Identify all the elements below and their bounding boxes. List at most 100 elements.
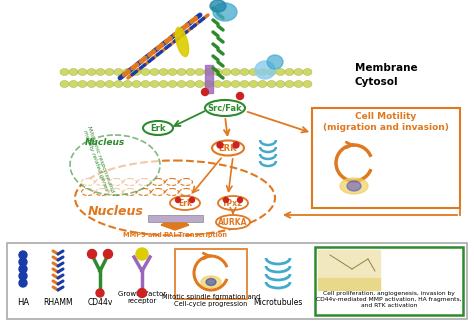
Ellipse shape bbox=[180, 188, 192, 195]
Bar bbox=[148, 215, 203, 222]
Bar bbox=[205, 65, 213, 93]
Ellipse shape bbox=[285, 69, 294, 75]
Ellipse shape bbox=[152, 188, 164, 195]
Ellipse shape bbox=[75, 160, 275, 235]
Ellipse shape bbox=[255, 61, 275, 79]
Ellipse shape bbox=[150, 80, 159, 88]
Ellipse shape bbox=[204, 80, 213, 88]
Ellipse shape bbox=[231, 69, 240, 75]
Text: Erk: Erk bbox=[178, 198, 192, 207]
Ellipse shape bbox=[258, 69, 267, 75]
Ellipse shape bbox=[213, 3, 237, 21]
Ellipse shape bbox=[285, 80, 294, 88]
Ellipse shape bbox=[168, 69, 177, 75]
Ellipse shape bbox=[177, 69, 186, 75]
Bar bbox=[318, 278, 380, 290]
Circle shape bbox=[19, 272, 27, 280]
Ellipse shape bbox=[294, 69, 303, 75]
Ellipse shape bbox=[114, 80, 123, 88]
FancyArrow shape bbox=[161, 223, 189, 230]
Text: Mitotic spindle fgrmation and
Cell-cycle progression: Mitotic spindle fgrmation and Cell-cycle… bbox=[162, 294, 260, 307]
Ellipse shape bbox=[69, 80, 78, 88]
Ellipse shape bbox=[159, 80, 168, 88]
Ellipse shape bbox=[177, 80, 186, 88]
Text: Mitogenic response and
motility related genes: Mitogenic response and motility related … bbox=[81, 125, 115, 195]
Ellipse shape bbox=[340, 178, 368, 194]
Ellipse shape bbox=[78, 80, 87, 88]
Ellipse shape bbox=[258, 80, 267, 88]
Ellipse shape bbox=[175, 27, 189, 57]
Ellipse shape bbox=[276, 80, 285, 88]
Ellipse shape bbox=[267, 55, 283, 69]
Text: RHAMM: RHAMM bbox=[43, 298, 73, 307]
Ellipse shape bbox=[216, 215, 250, 229]
Text: Cytosol: Cytosol bbox=[355, 77, 399, 87]
Ellipse shape bbox=[213, 80, 222, 88]
Ellipse shape bbox=[96, 69, 105, 75]
Ellipse shape bbox=[137, 178, 151, 185]
Circle shape bbox=[88, 250, 97, 259]
Ellipse shape bbox=[222, 80, 231, 88]
Text: Src/Fak: Src/Fak bbox=[208, 103, 242, 112]
Ellipse shape bbox=[96, 80, 105, 88]
Ellipse shape bbox=[303, 69, 312, 75]
Ellipse shape bbox=[267, 80, 276, 88]
Ellipse shape bbox=[186, 80, 195, 88]
Circle shape bbox=[201, 89, 209, 96]
Ellipse shape bbox=[210, 0, 226, 12]
Ellipse shape bbox=[60, 69, 69, 75]
Circle shape bbox=[19, 258, 27, 266]
FancyBboxPatch shape bbox=[175, 249, 247, 299]
Ellipse shape bbox=[168, 80, 177, 88]
Ellipse shape bbox=[137, 188, 151, 195]
Circle shape bbox=[136, 248, 148, 260]
Ellipse shape bbox=[95, 188, 109, 195]
Ellipse shape bbox=[141, 80, 150, 88]
Circle shape bbox=[103, 250, 112, 259]
Bar bbox=[318, 250, 380, 278]
Ellipse shape bbox=[240, 80, 249, 88]
Ellipse shape bbox=[109, 178, 122, 185]
Ellipse shape bbox=[222, 69, 231, 75]
Ellipse shape bbox=[60, 80, 69, 88]
Ellipse shape bbox=[204, 69, 213, 75]
Ellipse shape bbox=[105, 69, 114, 75]
Ellipse shape bbox=[267, 69, 276, 75]
Text: Growth factor
receptor: Growth factor receptor bbox=[118, 291, 166, 304]
Ellipse shape bbox=[303, 80, 312, 88]
Circle shape bbox=[96, 289, 104, 297]
Circle shape bbox=[19, 251, 27, 259]
Text: HA: HA bbox=[17, 298, 29, 307]
Ellipse shape bbox=[240, 69, 249, 75]
Ellipse shape bbox=[195, 80, 204, 88]
FancyBboxPatch shape bbox=[315, 247, 463, 315]
Ellipse shape bbox=[69, 69, 78, 75]
FancyBboxPatch shape bbox=[312, 108, 460, 208]
Text: Microtubules: Microtubules bbox=[253, 298, 303, 307]
Ellipse shape bbox=[82, 188, 94, 195]
Text: MMP9 and PAI Transcription: MMP9 and PAI Transcription bbox=[123, 232, 227, 238]
Ellipse shape bbox=[87, 80, 96, 88]
Ellipse shape bbox=[249, 69, 258, 75]
Circle shape bbox=[19, 265, 27, 273]
Ellipse shape bbox=[165, 178, 179, 185]
Ellipse shape bbox=[132, 69, 141, 75]
Ellipse shape bbox=[123, 69, 132, 75]
Circle shape bbox=[19, 279, 27, 287]
Circle shape bbox=[237, 197, 243, 203]
Text: Cell Motility
(migration and invasion): Cell Motility (migration and invasion) bbox=[323, 112, 449, 132]
Text: Cell proliferation, angiogenesis, invasion by
CD44v-mediated MMP activation, HA : Cell proliferation, angiogenesis, invasi… bbox=[316, 291, 462, 308]
Ellipse shape bbox=[132, 80, 141, 88]
Text: TPx2: TPx2 bbox=[222, 198, 244, 207]
Circle shape bbox=[190, 197, 194, 203]
Circle shape bbox=[237, 92, 244, 99]
Ellipse shape bbox=[124, 178, 137, 185]
Ellipse shape bbox=[218, 196, 248, 210]
Circle shape bbox=[217, 142, 223, 148]
Ellipse shape bbox=[95, 178, 109, 185]
Ellipse shape bbox=[70, 135, 160, 195]
Text: Nucleus: Nucleus bbox=[88, 205, 144, 218]
Ellipse shape bbox=[82, 178, 94, 185]
Ellipse shape bbox=[213, 69, 222, 75]
Ellipse shape bbox=[143, 121, 173, 135]
